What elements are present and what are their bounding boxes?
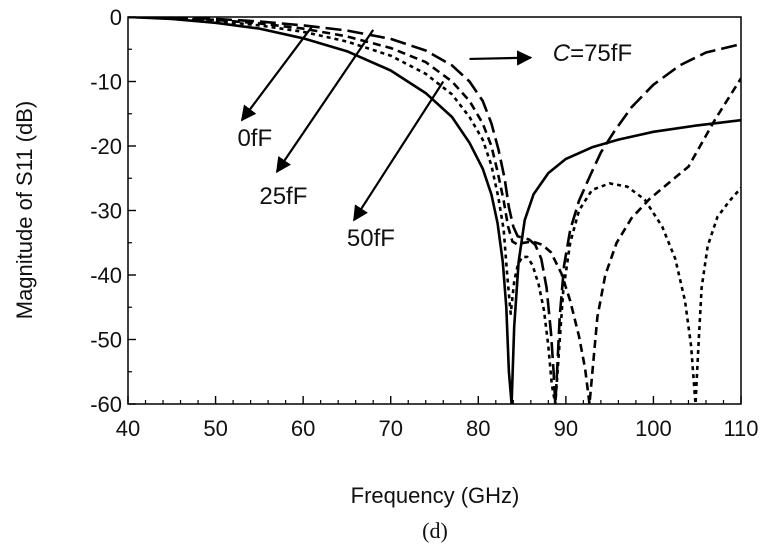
series-line-1-solid: [128, 17, 741, 404]
annotation-italic-prefix: C: [553, 40, 571, 67]
series-line-4-longdash: [128, 17, 741, 404]
y-tick-label: 0: [110, 5, 122, 30]
y-tick-label: -40: [90, 263, 122, 288]
x-tick-label: 40: [116, 416, 140, 441]
axes-layer: 40 50 60 70 80 90 100 110 0 -10 -20 -30 -40 -50 -60: [90, 5, 758, 441]
annotation-arrow-1: [240, 26, 313, 122]
annotation-arrow-3: [353, 80, 445, 222]
y-tick-label: -50: [90, 328, 122, 353]
annotation-arrow-4: [469, 50, 533, 66]
x-tick-label: 110: [723, 416, 758, 441]
x-tick-label: 100: [635, 416, 672, 441]
y-tick-label: -60: [90, 392, 122, 417]
series-line-3-dash: [128, 17, 741, 404]
annotation-label-1: 0fF: [237, 125, 272, 152]
annotation-value: =75fF: [570, 40, 632, 67]
y-tick-label: -30: [90, 199, 122, 224]
x-tick-label: 80: [466, 416, 490, 441]
annotation-label-3: 50fF: [347, 225, 395, 252]
x-tick-label: 90: [554, 416, 578, 441]
series-line-2-dot: [128, 17, 741, 404]
y-axis-title: Magnitude of S11 (dB): [12, 101, 37, 320]
annotation-label-4: C=75fF: [553, 40, 632, 67]
annotation-layer: 0fF 25fF 50fF C=75fF: [237, 26, 632, 252]
x-tick-label: 50: [203, 416, 227, 441]
annotation-label-2: 25fF: [259, 183, 307, 210]
figure-caption: (d): [422, 518, 448, 543]
x-axis-title: Frequency (GHz): [351, 483, 520, 508]
y-tick-label: -20: [90, 134, 122, 159]
x-tick-label: 60: [291, 416, 315, 441]
annotation-arrow-2: [275, 29, 375, 174]
y-tick-label: -10: [90, 70, 122, 95]
x-tick-label: 70: [378, 416, 402, 441]
series-layer: [128, 17, 741, 404]
